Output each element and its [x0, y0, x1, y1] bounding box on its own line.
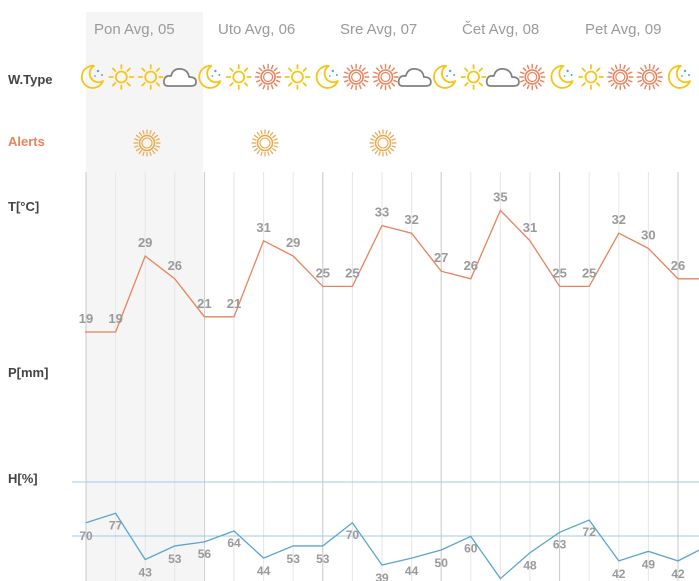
sun-icon [284, 64, 311, 90]
temperature-value-label: 32 [612, 212, 626, 227]
temperature-value-label: 29 [286, 235, 300, 250]
humidity-value-label: 64 [227, 536, 241, 550]
humidity-value-label: 44 [405, 564, 419, 578]
temperature-value-label: 19 [79, 311, 93, 326]
temperature-value-label: 26 [168, 258, 182, 273]
day-header-fri[interactable]: Pet Avg, 09 [585, 21, 662, 38]
moon-stars-icon [550, 65, 574, 89]
hot-sun-icon [636, 63, 663, 91]
humidity-value-label: 56 [198, 547, 212, 561]
temperature-value-label: 19 [108, 311, 122, 326]
humidity-value-label: 53 [168, 552, 182, 566]
temperature-value-label: 21 [227, 296, 241, 311]
selected-day-highlight [86, 12, 203, 581]
weather-type-row-label: W.Type [8, 72, 53, 87]
sun-icon [578, 64, 604, 90]
moon-stars-icon [198, 65, 222, 89]
sun-icon [460, 64, 487, 90]
temperature-value-label: 32 [404, 212, 418, 227]
humidity-value-label: 60 [464, 541, 478, 555]
temperature-value-label: 25 [316, 265, 330, 280]
sun-icon [137, 64, 164, 90]
moon-stars-icon [315, 65, 339, 89]
temperature-value-label: 26 [671, 258, 685, 273]
alerts-row-label: Alerts [8, 134, 45, 149]
humidity-value-label: 43 [139, 566, 153, 580]
sun-icon [225, 64, 252, 90]
cloud-icon [485, 68, 520, 87]
humidity-value-label: 48 [523, 559, 537, 573]
moon-stars-icon [80, 65, 104, 89]
sun-icon [108, 64, 135, 90]
hot-sun-icon [342, 63, 370, 91]
temperature-value-label: 30 [641, 227, 655, 242]
alert-sun-icon [369, 129, 397, 157]
cloud-icon [163, 68, 197, 87]
temperature-value-label: 31 [256, 220, 270, 235]
temperature-line [85, 209, 699, 333]
humidity-value-label: 53 [316, 552, 330, 566]
alert-icons [133, 129, 397, 157]
humidity-value-label: 77 [109, 518, 123, 532]
temperature-value-label: 21 [197, 296, 211, 311]
precipitation-row-label: P[mm] [8, 365, 49, 380]
humidity-value-label: 39 [375, 571, 389, 581]
temperature-value-label: 35 [493, 189, 507, 204]
temperature-value-label: 31 [523, 220, 537, 235]
temperature-value-label: 25 [582, 265, 596, 280]
hot-sun-icon [254, 63, 282, 91]
moon-stars-icon [433, 65, 457, 89]
day-header-thu[interactable]: Čet Avg, 08 [462, 21, 540, 38]
humidity-value-label: 72 [583, 525, 597, 539]
alert-sun-icon [251, 129, 279, 157]
moon-stars-icon [667, 65, 691, 89]
cloud-icon [397, 68, 432, 87]
day-header-mon[interactable]: Pon Avg, 05 [94, 21, 175, 38]
humidity-value-label: 63 [553, 537, 567, 551]
humidity-value-label: 70 [346, 528, 360, 542]
humidity-value-label: 70 [79, 529, 93, 543]
day-header-tue[interactable]: Uto Avg, 06 [218, 21, 296, 38]
temperature-value-label: 27 [434, 250, 448, 265]
temperature-row-label: T[°C] [8, 199, 40, 214]
hot-sun-icon [372, 63, 399, 91]
humidity-value-label: 49 [642, 557, 656, 571]
temperature-value-label: 29 [138, 235, 152, 250]
temperature-series: 19 19 29 26 21 21 31 29 25 25 33 32 27 26 35 31 25 25 32 30… [79, 189, 699, 333]
temperature-value-label: 26 [464, 258, 478, 273]
humidity-line [85, 512, 699, 580]
temperature-value-label: 25 [552, 265, 566, 280]
humidity-value-label: 44 [257, 564, 271, 578]
hot-sun-icon [519, 63, 546, 91]
humidity-value-label: 42 [671, 567, 685, 581]
grid-lines [72, 172, 699, 581]
weather-icons [80, 63, 691, 91]
humidity-row-label: H[%] [8, 471, 38, 486]
humidity-value-label: 50 [435, 556, 449, 570]
alert-sun-icon [133, 129, 161, 157]
day-header-wed[interactable]: Sre Avg, 07 [340, 21, 418, 38]
temperature-value-label: 33 [375, 205, 389, 220]
temperature-value-label: 25 [345, 265, 359, 280]
humidity-value-label: 53 [287, 552, 301, 566]
humidity-series: 7077435356644453537039445060294863724249… [79, 512, 699, 581]
hot-sun-icon [607, 63, 634, 91]
humidity-value-label: 42 [612, 567, 626, 581]
